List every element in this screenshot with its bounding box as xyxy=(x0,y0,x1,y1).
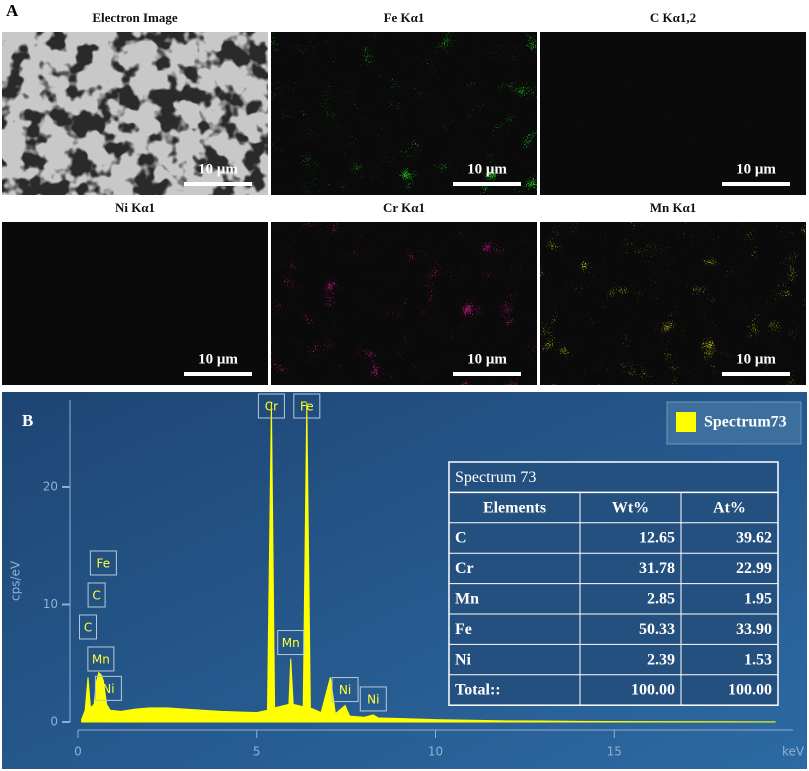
scale-bar xyxy=(722,182,790,186)
map-title: Ni Kα1 xyxy=(115,200,155,215)
table-value: 33.90 xyxy=(736,621,772,638)
table-title: Spectrum 73 xyxy=(455,469,536,486)
element-name: Cr xyxy=(455,560,474,577)
x-tick-label: 10 xyxy=(428,745,443,759)
column-header: Wt% xyxy=(612,499,649,516)
peak-label: Ni xyxy=(339,683,351,697)
element-name: Ni xyxy=(455,651,472,668)
scale-bar xyxy=(184,372,252,376)
peak-label: Ni xyxy=(102,682,114,696)
maps: Electron Image 10 μm Fe Kα1 10 μm C Kα1,2 10 … xyxy=(2,10,806,385)
x-tick-label: 5 xyxy=(253,745,261,759)
scale-bar xyxy=(722,372,790,376)
composition-table: Spectrum 73 Elements Wt% At% C 12.65 39.62 Cr 31… xyxy=(448,461,779,706)
column-header: At% xyxy=(713,499,746,516)
y-tick-label: 20 xyxy=(43,479,58,493)
y-tick-label: 0 xyxy=(50,715,58,729)
map-title: Fe Kα1 xyxy=(384,10,425,25)
scale-bar-label: 10 μm xyxy=(736,351,776,367)
peak-label-box xyxy=(277,630,305,656)
scale-bar xyxy=(453,182,521,186)
column-header: Elements xyxy=(483,499,546,516)
y-axis-label: cps/eV xyxy=(9,560,23,601)
peak-label: C xyxy=(84,620,92,634)
map-texture xyxy=(2,222,268,385)
y-tick-label: 10 xyxy=(43,597,58,611)
peak-label-box xyxy=(94,675,122,701)
peak-label: Fe xyxy=(97,556,111,570)
peak-label: Mn xyxy=(92,652,110,666)
table-value: 12.65 xyxy=(639,530,675,547)
scale-bar-label: 10 μm xyxy=(198,351,238,367)
peak-label: Mn xyxy=(282,636,300,650)
peak-label-box xyxy=(87,646,115,672)
table-value: 22.99 xyxy=(736,560,772,577)
scale-bar xyxy=(184,182,252,186)
table-value: 2.85 xyxy=(647,590,675,607)
x-axis-label: keV xyxy=(782,745,805,759)
table-value: 39.62 xyxy=(736,530,772,547)
table-value: 2.39 xyxy=(647,651,675,668)
map-texture xyxy=(540,32,806,195)
table-value: 50.33 xyxy=(639,621,675,638)
peak-label-box xyxy=(87,582,106,608)
map-texture xyxy=(271,32,537,195)
element-name: Total:: xyxy=(455,682,501,699)
map-texture xyxy=(540,222,806,385)
peak-label: Cr xyxy=(265,400,278,414)
panel-label: A xyxy=(6,1,19,20)
panel-label: B xyxy=(22,411,33,430)
table-value: 100.00 xyxy=(631,682,675,699)
peak-label-box xyxy=(331,677,359,703)
scale-bar-label: 10 μm xyxy=(467,351,507,367)
scale-bar-label: 10 μm xyxy=(198,161,238,177)
table-value: 1.53 xyxy=(744,651,772,668)
element-name: C xyxy=(455,530,467,547)
map-title: Electron Image xyxy=(92,10,178,25)
map-title: Cr Kα1 xyxy=(383,200,425,215)
x-tick-label: 0 xyxy=(74,745,82,759)
map-title: C Kα1,2 xyxy=(650,10,696,25)
peak-label-box xyxy=(257,393,285,419)
element-name: Mn xyxy=(455,590,479,607)
x-tick-label: 15 xyxy=(607,745,622,759)
map-title: Mn Kα1 xyxy=(650,200,697,215)
scale-bar-label: 10 μm xyxy=(467,161,507,177)
table-value: 1.95 xyxy=(744,590,772,607)
legend-swatch xyxy=(676,412,696,432)
peak-label: Fe xyxy=(300,400,314,414)
peak-label-box xyxy=(293,393,321,419)
peak-label-box xyxy=(359,686,387,712)
map-texture xyxy=(271,222,537,385)
legend-label: Spectrum73 xyxy=(704,414,787,431)
peak-label: Ni xyxy=(367,692,379,706)
scale-bar xyxy=(453,372,521,376)
map-texture xyxy=(2,32,268,195)
table-value: 31.78 xyxy=(639,560,675,577)
spectrum-area xyxy=(81,402,776,723)
peak-label-box xyxy=(89,550,117,576)
peak-label-box xyxy=(79,614,98,640)
table-value: 100.00 xyxy=(728,682,772,699)
peak-label: C xyxy=(92,588,100,602)
element-name: Fe xyxy=(455,621,472,638)
scale-bar-label: 10 μm xyxy=(736,161,776,177)
